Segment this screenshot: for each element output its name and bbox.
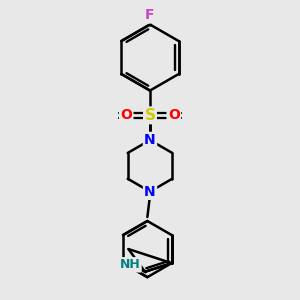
Text: O: O	[168, 108, 180, 122]
Text: N: N	[144, 133, 156, 147]
Text: NH: NH	[120, 258, 140, 271]
Text: N: N	[144, 184, 156, 199]
Text: O: O	[120, 108, 132, 122]
Text: S: S	[145, 108, 155, 123]
Text: F: F	[145, 8, 155, 22]
